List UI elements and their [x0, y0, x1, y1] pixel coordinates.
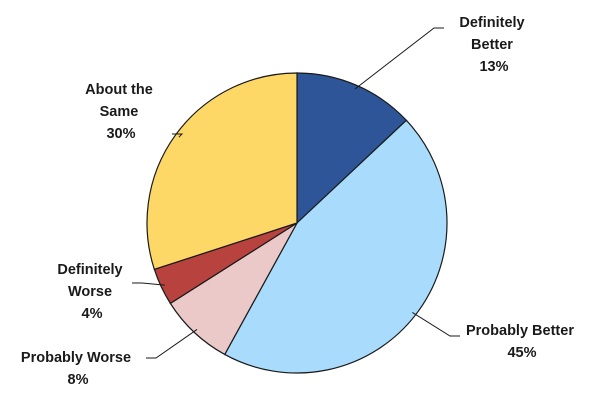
label-definitely-better: Definitely Better 13%	[459, 15, 528, 75]
label-about-the-same: About the Same 30%	[85, 82, 157, 142]
leader-line-definitely-worse	[132, 282, 165, 286]
leader-line-definitely-better	[354, 27, 444, 90]
label-definitely-worse: Definitely Worse 4%	[57, 262, 126, 322]
leader-line-probably-worse	[146, 329, 198, 359]
pie-slice-about-the-same	[146, 72, 298, 271]
pie-slices	[146, 72, 448, 374]
leader-line-probably-better	[412, 312, 460, 337]
label-probably-better: Probably Better 45%	[466, 323, 578, 361]
label-probably-worse: Probably Worse 8%	[21, 350, 135, 388]
leader-line-about-the-same	[172, 133, 184, 138]
pie-slice-definitely-better	[296, 72, 408, 225]
leader-lines	[132, 27, 460, 359]
slice-labels: Definitely Better 13% Probably Better 45…	[21, 15, 578, 388]
